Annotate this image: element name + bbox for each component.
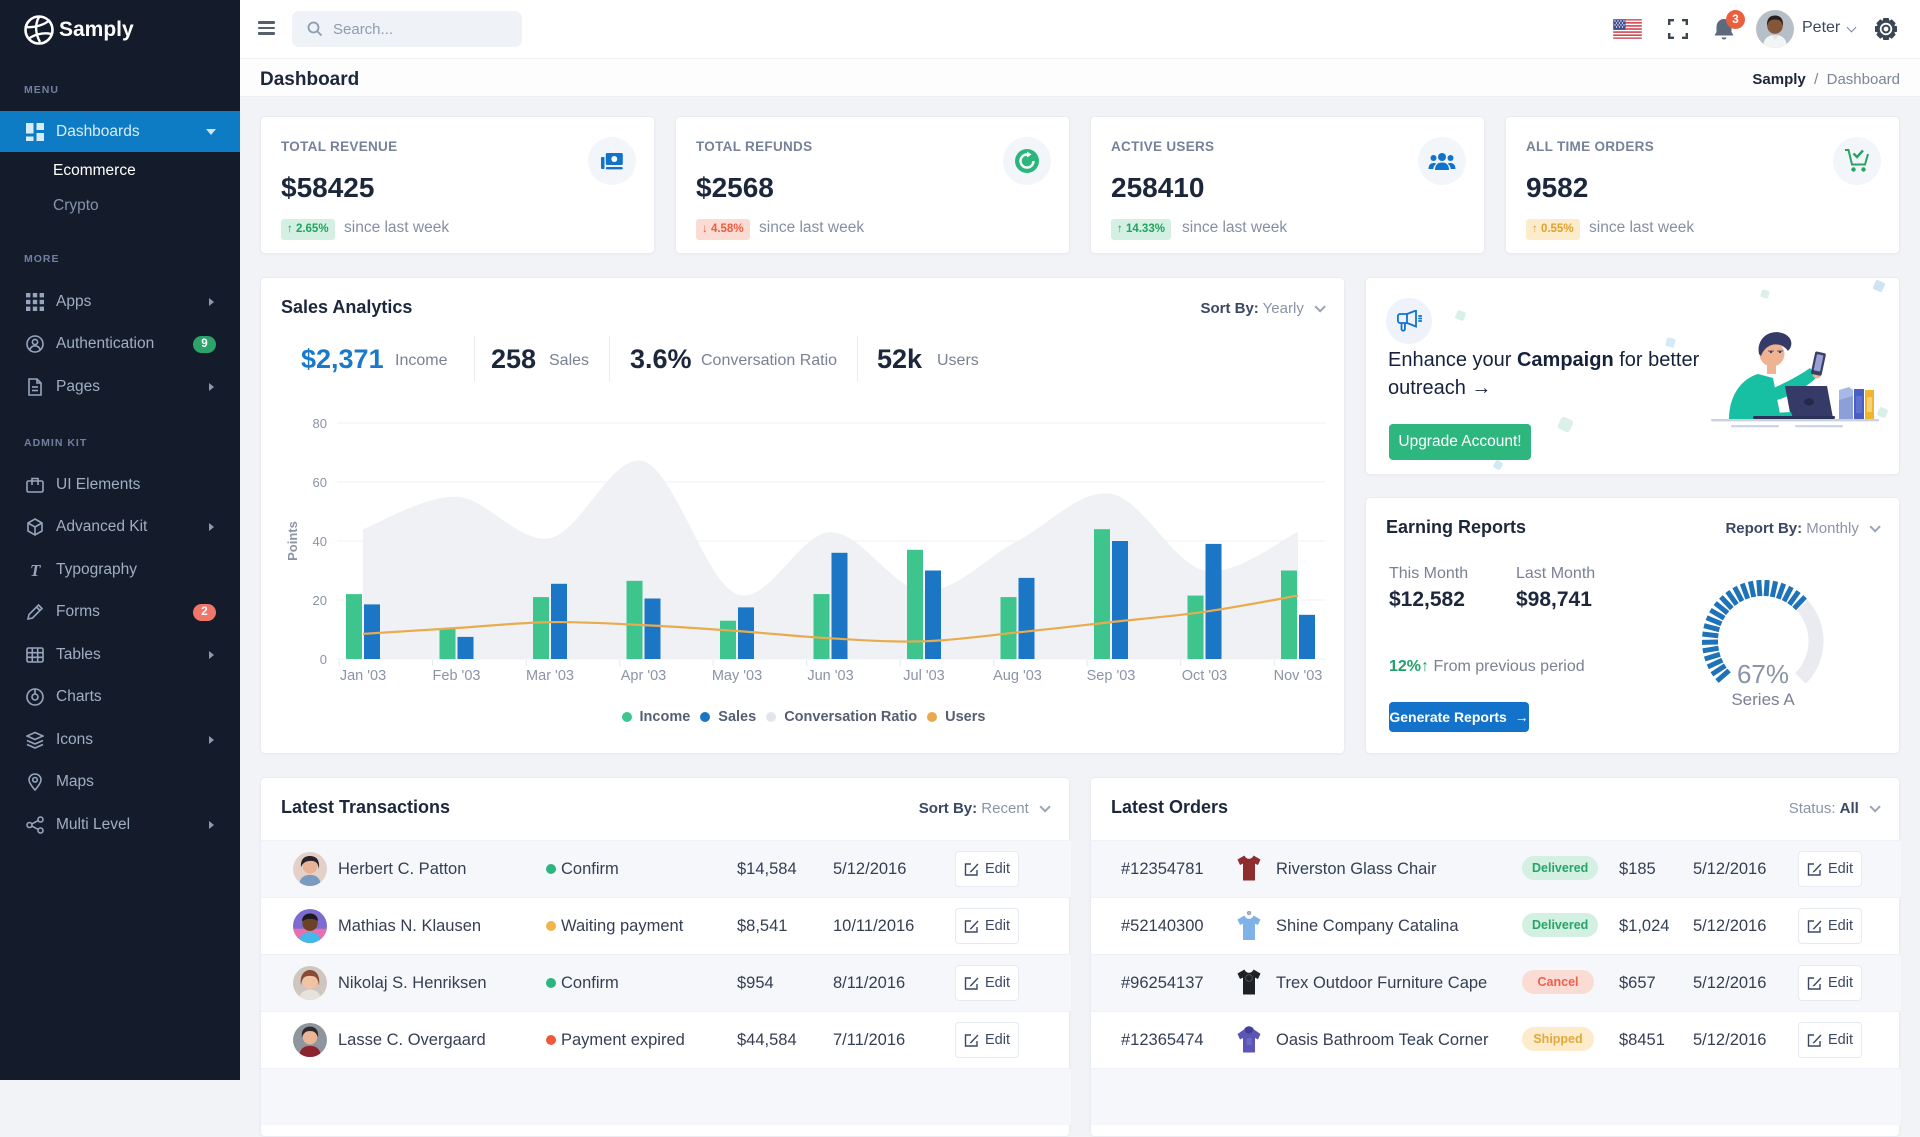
svg-text:Nov '03: Nov '03 xyxy=(1274,668,1323,684)
svg-text:Oct '03: Oct '03 xyxy=(1182,668,1227,684)
svg-text:Feb '03: Feb '03 xyxy=(433,668,481,684)
svg-text:60: 60 xyxy=(313,475,327,490)
svg-text:Sep '03: Sep '03 xyxy=(1087,668,1136,684)
svg-text:Apr '03: Apr '03 xyxy=(621,668,667,684)
svg-text:Aug '03: Aug '03 xyxy=(993,668,1042,684)
svg-text:0: 0 xyxy=(320,652,327,667)
svg-text:Jun '03: Jun '03 xyxy=(807,668,853,684)
svg-text:Points: Points xyxy=(285,521,300,561)
svg-text:Jul '03: Jul '03 xyxy=(903,668,944,684)
svg-text:40: 40 xyxy=(313,534,327,549)
svg-text:T: T xyxy=(30,561,41,579)
svg-text:20: 20 xyxy=(313,593,327,608)
svg-text:Mar '03: Mar '03 xyxy=(526,668,574,684)
svg-text:80: 80 xyxy=(313,416,327,431)
svg-text:Jan '03: Jan '03 xyxy=(340,668,386,684)
svg-text:Series A: Series A xyxy=(1731,690,1795,709)
svg-text:May '03: May '03 xyxy=(712,668,762,684)
svg-text:67%: 67% xyxy=(1737,659,1789,689)
